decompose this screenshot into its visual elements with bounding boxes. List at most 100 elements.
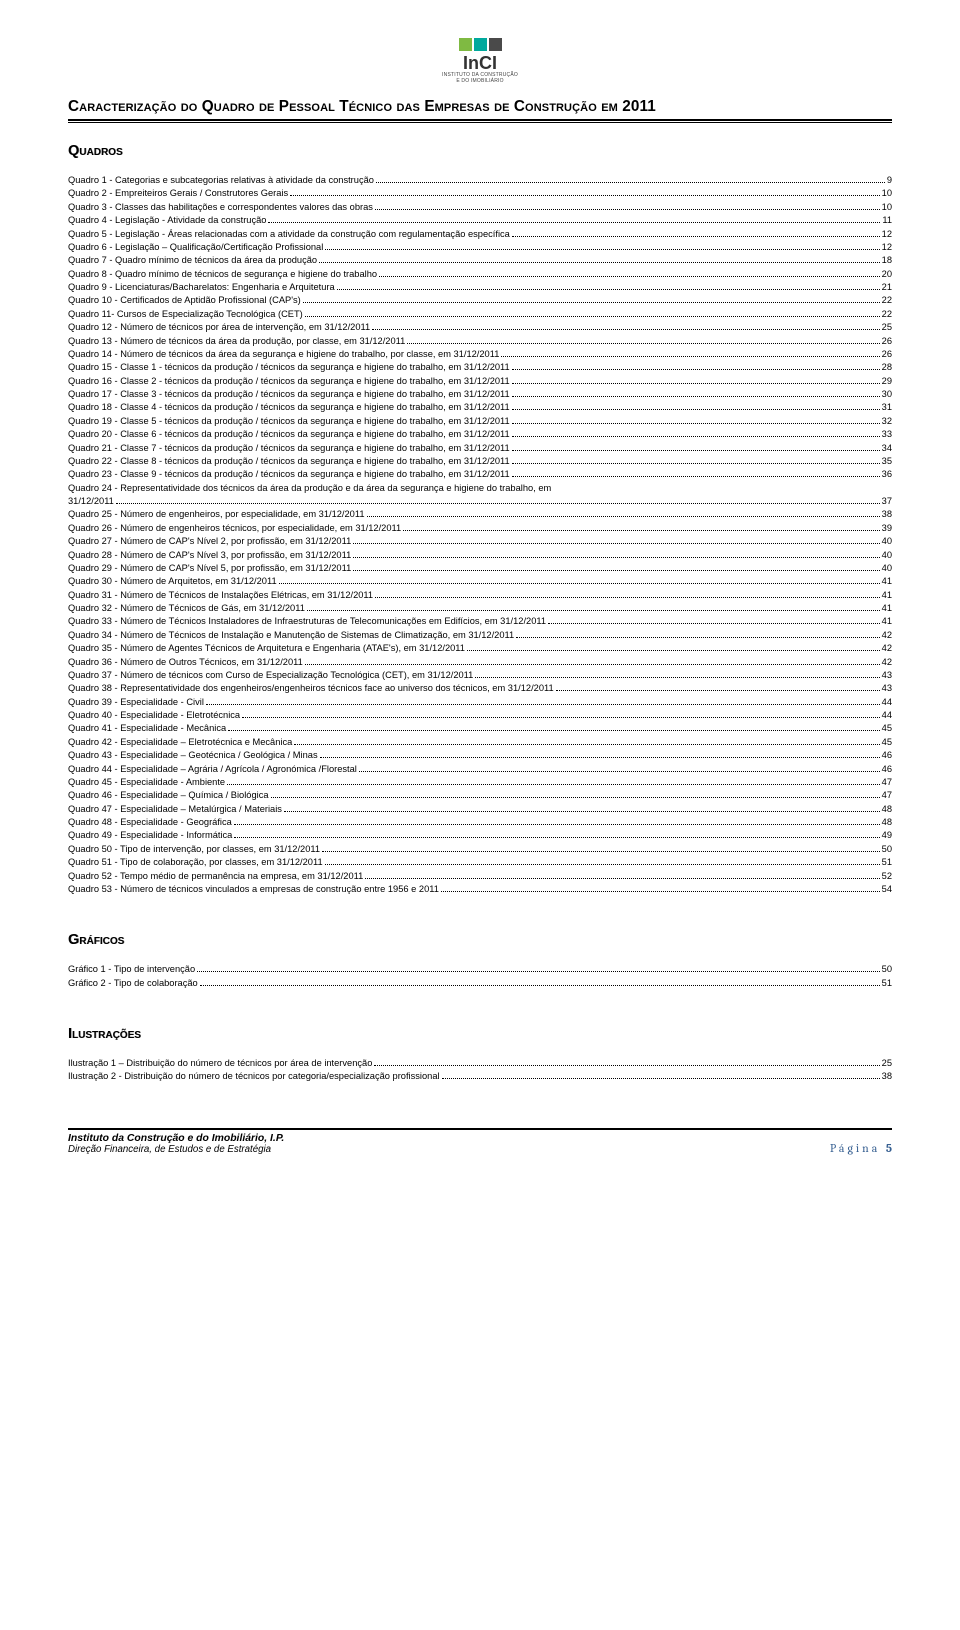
toc-entry-label: Quadro 39 - Especialidade - Civil <box>68 696 204 709</box>
toc-entry-page: 45 <box>882 736 892 749</box>
toc-entry: Quadro 2 - Empreiteiros Gerais / Constru… <box>68 187 892 200</box>
toc-entry: 31/12/201137 <box>68 495 892 508</box>
toc-leader-dots <box>284 805 880 812</box>
toc-entry: Quadro 40 - Especialidade - Eletrotécnic… <box>68 709 892 722</box>
toc-entry: Quadro 48 - Especialidade - Geográfica48 <box>68 816 892 829</box>
toc-entry-page: 31 <box>882 401 892 414</box>
toc-entry-page: 28 <box>882 361 892 374</box>
header-logo: InCI INSTITUTO DA CONSTRUÇÃO E DO IMOBIL… <box>68 38 892 84</box>
section-heading-quadros: Quadros <box>68 143 892 159</box>
toc-entry-label: Quadro 27 - Número de CAP's Nível 2, por… <box>68 535 351 548</box>
toc-entry-page: 38 <box>882 1070 892 1083</box>
toc-entry: Quadro 46 - Especialidade – Química / Bi… <box>68 789 892 802</box>
toc-entry: Quadro 34 - Número de Técnicos de Instal… <box>68 629 892 642</box>
toc-entry-label: Quadro 50 - Tipo de intervenção, por cla… <box>68 843 320 856</box>
toc-leader-dots <box>512 404 880 411</box>
toc-entry-page: 41 <box>882 615 892 628</box>
toc-entry-label: Quadro 40 - Especialidade - Eletrotécnic… <box>68 709 240 722</box>
toc-entry-label: Quadro 13 - Número de técnicos da área d… <box>68 335 405 348</box>
toc-leader-dots <box>512 230 880 237</box>
toc-entry-label: Quadro 11- Cursos de Especialização Tecn… <box>68 308 303 321</box>
toc-entry-page: 39 <box>882 522 892 535</box>
toc-leader-dots <box>228 725 880 732</box>
toc-leader-dots <box>353 537 879 544</box>
toc-entry-page: 12 <box>882 228 892 241</box>
toc-entry-page: 11 <box>882 214 892 227</box>
toc-entry-label: Quadro 10 - Certificados de Aptidão Prof… <box>68 294 301 307</box>
toc-entry: Quadro 49 - Especialidade - Informática 4… <box>68 829 892 842</box>
toc-entry-label: Quadro 23 - Classe 9 - técnicos da produ… <box>68 468 510 481</box>
toc-entry-page: 22 <box>882 308 892 321</box>
toc-entry: Quadro 25 - Número de engenheiros, por e… <box>68 508 892 521</box>
toc-entry-label: Quadro 3 - Classes das habilitações e co… <box>68 201 373 214</box>
toc-entry-label: Quadro 9 - Licenciaturas/Bacharelatos: E… <box>68 281 335 294</box>
toc-entry-page: 37 <box>882 495 892 508</box>
toc-entry-page: 47 <box>882 789 892 802</box>
toc-entry: Quadro 50 - Tipo de intervenção, por cla… <box>68 843 892 856</box>
toc-entry: Quadro 45 - Especialidade - Ambiente47 <box>68 776 892 789</box>
toc-leader-dots <box>294 738 879 745</box>
toc-entry-label: Quadro 14 - Número de técnicos da área d… <box>68 348 499 361</box>
toc-entry-page: 34 <box>882 442 892 455</box>
toc-entry: Quadro 32 - Número de Técnicos de Gás, e… <box>68 602 892 615</box>
toc-leader-dots <box>116 497 880 504</box>
toc-entry-page: 46 <box>882 763 892 776</box>
toc-entry-label: Quadro 47 - Especialidade – Metalúrgica … <box>68 803 282 816</box>
toc-leader-dots <box>290 190 880 197</box>
toc-entry-label: Quadro 45 - Especialidade - Ambiente <box>68 776 225 789</box>
toc-entry: Quadro 39 - Especialidade - Civil44 <box>68 696 892 709</box>
toc-entry: Quadro 1 - Categorias e subcategorias re… <box>68 174 892 187</box>
toc-entry-label: Quadro 18 - Classe 4 - técnicos da produ… <box>68 401 510 414</box>
toc-entry: Quadro 11- Cursos de Especialização Tecn… <box>68 308 892 321</box>
toc-entry-page: 25 <box>882 1057 892 1070</box>
toc-entry-label: Quadro 49 - Especialidade - Informática <box>68 829 232 842</box>
footer-page-num: 5 <box>886 1141 892 1155</box>
toc-leader-dots <box>512 417 880 424</box>
toc-entry-label: Quadro 30 - Número de Arquitetos, em 31/… <box>68 575 277 588</box>
toc-entry: Quadro 51 - Tipo de colaboração, por cla… <box>68 856 892 869</box>
toc-entry-label: Quadro 44 - Especialidade – Agrária / Ag… <box>68 763 357 776</box>
toc-leader-dots <box>372 323 879 330</box>
title-rule-thin <box>68 122 892 123</box>
toc-leader-dots <box>337 283 880 290</box>
toc-entry: Quadro 9 - Licenciaturas/Bacharelatos: E… <box>68 281 892 294</box>
toc-leader-dots <box>234 832 879 839</box>
toc-entry: Quadro 35 - Número de Agentes Técnicos d… <box>68 642 892 655</box>
toc-entry: Quadro 17 - Classe 3 - técnicos da produ… <box>68 388 892 401</box>
toc-entry: Quadro 29 - Número de CAP's Nível 5, por… <box>68 562 892 575</box>
toc-entry: Quadro 13 - Número de técnicos da área d… <box>68 335 892 348</box>
toc-leader-dots <box>320 751 880 758</box>
toc-entry: Quadro 31 - Número de Técnicos de Instal… <box>68 589 892 602</box>
toc-entry-label: Quadro 31 - Número de Técnicos de Instal… <box>68 589 373 602</box>
toc-entry: Quadro 15 - Classe 1 - técnicos da produ… <box>68 361 892 374</box>
toc-entry-page: 32 <box>882 415 892 428</box>
toc-entry-page: 12 <box>882 241 892 254</box>
toc-entry: Quadro 7 - Quadro mínimo de técnicos da … <box>68 254 892 267</box>
toc-leader-dots <box>197 966 880 973</box>
toc-entry-page: 36 <box>882 468 892 481</box>
toc-leader-dots <box>467 644 880 651</box>
toc-entry-label: Ilustração 1 – Distribuição do número de… <box>68 1057 372 1070</box>
toc-entry-page: 33 <box>882 428 892 441</box>
toc-entry-page: 49 <box>882 829 892 842</box>
toc-entry: Quadro 41 - Especialidade - Mecânica45 <box>68 722 892 735</box>
title-rule-thick <box>68 119 892 121</box>
toc-entry: Quadro 43 - Especialidade – Geotécnica /… <box>68 749 892 762</box>
toc-entry-label: Quadro 4 - Legislação - Atividade da con… <box>68 214 266 227</box>
footer-institute: Instituto da Construção e do Imobiliário… <box>68 1133 284 1144</box>
toc-leader-dots <box>374 1059 879 1066</box>
toc-entry-page: 42 <box>882 629 892 642</box>
toc-leader-dots <box>512 390 880 397</box>
toc-entry-page: 40 <box>882 562 892 575</box>
toc-leader-dots <box>403 524 879 531</box>
toc-list-quadros: Quadro 1 - Categorias e subcategorias re… <box>68 174 892 896</box>
toc-entry-page: 41 <box>882 589 892 602</box>
toc-leader-dots <box>325 858 880 865</box>
toc-entry: Quadro 30 - Número de Arquitetos, em 31/… <box>68 575 892 588</box>
toc-leader-dots <box>512 471 880 478</box>
toc-entry: Quadro 52 - Tempo médio de permanência n… <box>68 870 892 883</box>
toc-entry-page: 51 <box>882 856 892 869</box>
toc-leader-dots <box>501 350 879 357</box>
toc-leader-dots <box>512 430 880 437</box>
toc-entry-label: Quadro 6 - Legislação – Qualificação/Cer… <box>68 241 323 254</box>
